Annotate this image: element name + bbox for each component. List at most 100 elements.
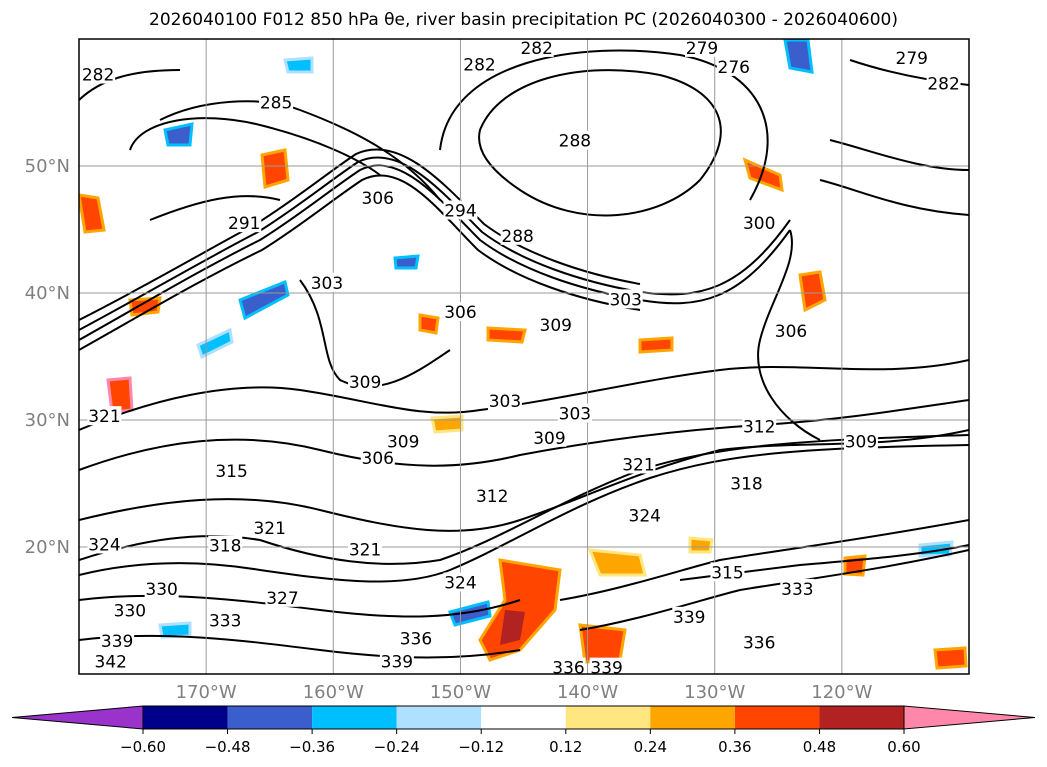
contour-label: 303 bbox=[489, 392, 521, 412]
map-frame bbox=[78, 38, 970, 675]
colorbar-swatch bbox=[650, 706, 735, 729]
shade-region bbox=[486, 326, 527, 344]
contour-label-bg bbox=[894, 48, 929, 68]
x-tick-label: 130°W bbox=[684, 682, 745, 703]
contour-label: 306 bbox=[362, 189, 394, 209]
contour-line bbox=[79, 164, 791, 341]
contour-label: 282 bbox=[82, 66, 114, 86]
contour-label: 312 bbox=[476, 487, 508, 507]
contour-label-bg bbox=[627, 505, 662, 525]
colorbar-extend-min bbox=[11, 705, 144, 730]
colorbar-swatch bbox=[734, 706, 820, 729]
contour-label: 333 bbox=[209, 612, 241, 632]
contour-label-bg bbox=[309, 272, 344, 292]
contour-label: 309 bbox=[540, 316, 572, 336]
contour-label-bg bbox=[710, 562, 745, 582]
contour-label: 318 bbox=[209, 537, 241, 557]
contour-label-bg bbox=[87, 534, 122, 554]
shade-region bbox=[393, 254, 420, 270]
contour-label-bg bbox=[538, 314, 573, 334]
contour-line bbox=[79, 634, 521, 659]
contour-label: 321 bbox=[253, 519, 285, 539]
contour-label: 312 bbox=[743, 417, 775, 437]
contour-label: 327 bbox=[266, 589, 298, 609]
contour-label: 282 bbox=[927, 74, 959, 94]
shade-region bbox=[798, 270, 827, 313]
contour-label-bg bbox=[589, 657, 624, 674]
contour-label-bg bbox=[557, 130, 592, 150]
contour-line bbox=[439, 49, 769, 201]
shade-region bbox=[688, 536, 714, 554]
contour-line bbox=[79, 148, 641, 321]
chart-title: 2026040100 F012 850 hPa θe, river basin … bbox=[149, 10, 898, 30]
contour-label-bg bbox=[227, 213, 262, 233]
colorbar-swatch bbox=[819, 706, 904, 729]
colorbar: −0.60 −0.48 −0.36 −0.24 −0.12 0.12 0.24 0.36 0.4… bbox=[11, 705, 1036, 756]
contour-label: 339 bbox=[590, 659, 622, 679]
contour-label: 339 bbox=[101, 632, 133, 652]
colorbar-tick-label: −0.12 bbox=[458, 738, 504, 756]
contour-label-bg bbox=[87, 406, 122, 426]
contour-label: 324 bbox=[444, 574, 476, 594]
contour-label-bg bbox=[100, 630, 135, 650]
colorbar-tick-label: −0.48 bbox=[205, 738, 251, 756]
shade-region bbox=[79, 193, 106, 234]
contour-label-bg bbox=[742, 213, 777, 233]
colorbar-swatch bbox=[227, 706, 313, 729]
contour-label-bg bbox=[672, 606, 707, 626]
contour-line bbox=[579, 549, 969, 631]
colorbar-tick-label: −0.60 bbox=[120, 738, 166, 756]
contour-label: 336 bbox=[552, 659, 584, 679]
contour-label: 330 bbox=[145, 580, 177, 600]
shade-region bbox=[578, 623, 627, 664]
colorbar-tick-label: 0.48 bbox=[803, 738, 836, 756]
shade-region bbox=[430, 414, 464, 434]
shade-region bbox=[283, 56, 314, 74]
contour-label-bg bbox=[214, 460, 249, 480]
contour-label: 339 bbox=[673, 608, 705, 628]
colorbar-swatch bbox=[312, 706, 397, 729]
contour-line bbox=[79, 359, 969, 431]
contour-label: 321 bbox=[88, 407, 120, 427]
lat-lon-grid bbox=[79, 39, 969, 674]
x-tick-label: 150°W bbox=[430, 682, 491, 703]
contour-label: 300 bbox=[743, 214, 775, 234]
contour-label: 309 bbox=[387, 433, 419, 453]
contour-label-bg bbox=[475, 486, 510, 506]
contour-label-bg bbox=[843, 431, 878, 451]
colorbar-tick-label: −0.36 bbox=[289, 738, 335, 756]
contour-label-bg bbox=[621, 454, 656, 474]
shade-region bbox=[500, 610, 525, 645]
contour-label: 303 bbox=[311, 274, 343, 294]
contour-line bbox=[79, 429, 969, 532]
colorbar-swatch bbox=[481, 706, 566, 729]
colorbar-swatch bbox=[565, 706, 651, 729]
contour-label-bg bbox=[926, 73, 961, 93]
contour-label: 321 bbox=[349, 541, 381, 561]
contour-line bbox=[149, 195, 281, 221]
shade-region bbox=[158, 621, 192, 639]
contour-label: 279 bbox=[686, 39, 718, 59]
contour-label: 282 bbox=[520, 39, 552, 59]
x-tick-label: 160°W bbox=[303, 682, 364, 703]
contour-line bbox=[559, 519, 969, 601]
x-tick-label: 140°W bbox=[557, 682, 618, 703]
contour-label: 315 bbox=[215, 462, 247, 482]
contour-label: 285 bbox=[260, 94, 292, 114]
contour-label-bg bbox=[462, 54, 497, 74]
contour-label-bg bbox=[144, 578, 179, 598]
contour-label: 342 bbox=[95, 652, 127, 672]
contour-label: 309 bbox=[533, 429, 565, 449]
colorbar-tick-label: 0.36 bbox=[718, 738, 751, 756]
shade-region bbox=[638, 336, 674, 354]
contour-line bbox=[79, 444, 969, 583]
contour-label-bg bbox=[208, 610, 243, 630]
contour-label-bg bbox=[386, 431, 421, 451]
contour-label: 306 bbox=[362, 449, 394, 469]
contour-label-bg bbox=[500, 225, 535, 245]
contour-label: 309 bbox=[845, 433, 877, 453]
contour-label-bg bbox=[487, 390, 522, 410]
